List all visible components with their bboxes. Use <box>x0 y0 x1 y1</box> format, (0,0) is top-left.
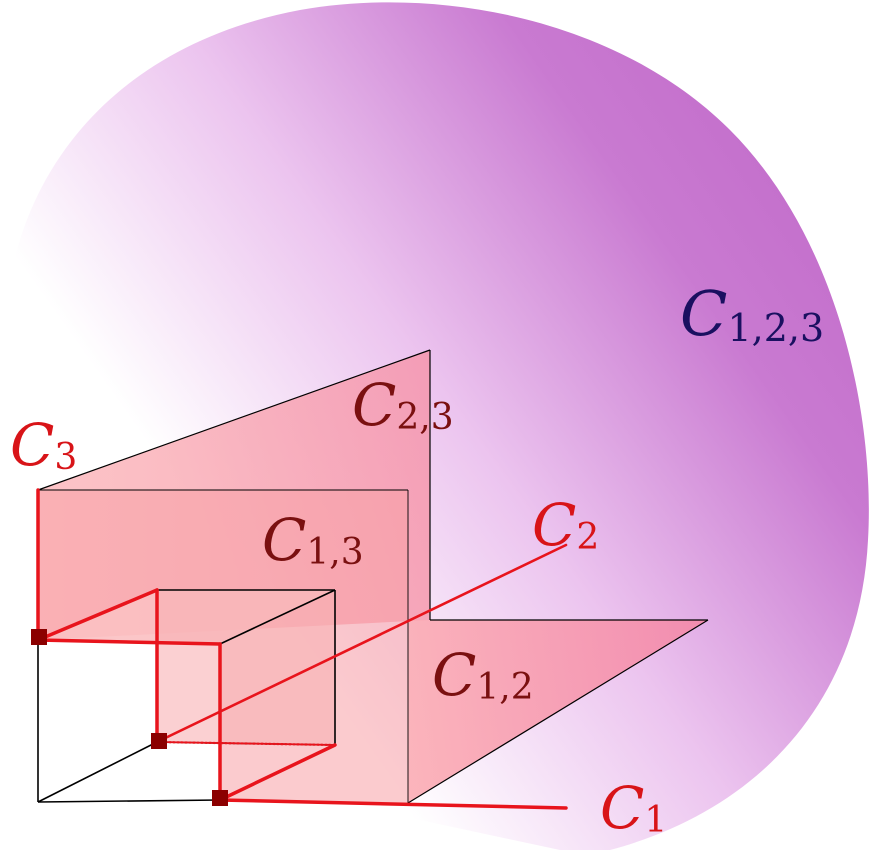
label-c13: C1,3 <box>262 506 364 574</box>
label-c12: C1,2 <box>432 641 534 709</box>
label-c123: C1,2,3 <box>680 277 824 350</box>
cube-wireframe <box>37 589 336 803</box>
marker-c2 <box>151 733 167 749</box>
label-c3: C3 <box>10 411 77 479</box>
label-c2: C2 <box>532 491 599 559</box>
label-c1: C1 <box>600 774 667 842</box>
marker-c3 <box>31 629 47 645</box>
red-axes <box>36 488 568 810</box>
label-c23: C2,3 <box>352 371 454 439</box>
plane-c23-border <box>37 349 709 804</box>
marker-c1 <box>212 790 228 806</box>
markers <box>31 629 228 806</box>
cube-face-front <box>157 590 335 745</box>
